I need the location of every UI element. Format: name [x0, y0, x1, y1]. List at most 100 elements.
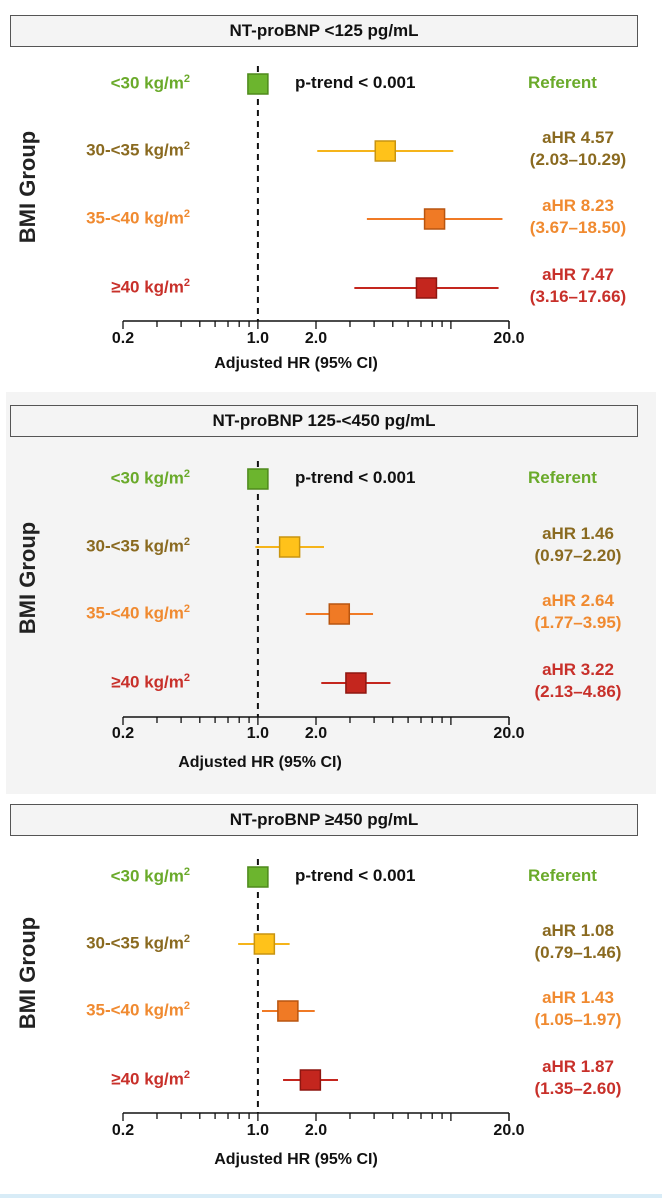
x-tick-label: 0.2 — [111, 1122, 135, 1139]
ahr-ci: (3.16–17.66) — [529, 287, 627, 306]
row-label-text: <30 kg/m — [110, 73, 184, 93]
ahr-ci: (3.67–18.50) — [529, 218, 627, 237]
ahr-value: aHR 1.08 — [542, 921, 614, 940]
row-label: <30 kg/m2 — [111, 866, 190, 887]
hr-marker — [278, 536, 301, 558]
forest-plot-svg — [122, 66, 510, 329]
hr-marker — [247, 866, 269, 888]
ahr-ci: (2.13–4.86) — [534, 682, 622, 701]
ahr-label: aHR 1.87 (1.35–2.60) — [508, 1056, 648, 1100]
row-label: 30-<35 kg/m2 — [86, 140, 190, 161]
forest-plot-svg — [122, 461, 510, 725]
x-tick-label: 20.0 — [493, 1122, 525, 1139]
forest-panel: NT-proBNP <125 pg/mL BMI Group 0.2 1.0 2.0 20… — [0, 0, 662, 388]
hr-marker — [374, 140, 397, 162]
row-label-text: 35-<40 kg/m — [86, 603, 184, 623]
row-label: 30-<35 kg/m2 — [86, 536, 190, 557]
ahr-label: aHR 8.23 (3.67–18.50) — [508, 195, 648, 239]
row-label-text: 35-<40 kg/m — [86, 1000, 184, 1020]
row-label: ≥40 kg/m2 — [111, 277, 190, 298]
ahr-ci: (1.77–3.95) — [534, 613, 622, 632]
row-label: ≥40 kg/m2 — [111, 672, 190, 693]
row-label-text: <30 kg/m — [110, 866, 184, 886]
x-tick-label: 2.0 — [304, 330, 328, 347]
row-label: ≥40 kg/m2 — [111, 1069, 190, 1090]
ahr-value: aHR 4.57 — [542, 128, 614, 147]
ahr-label: aHR 4.57 (2.03–10.29) — [508, 127, 648, 171]
ahr-value: aHR 2.64 — [542, 591, 614, 610]
ahr-label: aHR 1.43 (1.05–1.97) — [508, 987, 648, 1031]
ahr-ci: (0.79–1.46) — [534, 943, 622, 962]
forest-panel: NT-proBNP ≥450 pg/mL BMI Group 0.2 1.0 2.0 20… — [0, 800, 662, 1192]
forest-panel: NT-proBNP 125-<450 pg/mL BMI Group 0.2 1.0 2… — [0, 392, 662, 794]
row-label-superscript: 2 — [183, 140, 190, 152]
forest-plot-svg — [122, 859, 510, 1121]
row-label-text: ≥40 kg/m — [111, 277, 184, 297]
x-tick-label: 1.0 — [246, 725, 270, 742]
row-label-superscript: 2 — [183, 672, 190, 684]
referent-label: Referent — [528, 73, 597, 92]
ahr-ci: (2.03–10.29) — [529, 150, 627, 169]
ahr-label: aHR 1.46 (0.97–2.20) — [508, 523, 648, 567]
row-label: 35-<40 kg/m2 — [86, 603, 190, 624]
hr-marker — [415, 277, 438, 299]
row-label-superscript: 2 — [183, 468, 190, 480]
ahr-label: aHR 1.08 (0.79–1.46) — [508, 920, 648, 964]
hr-marker — [423, 208, 446, 230]
row-label-superscript: 2 — [183, 208, 190, 220]
x-axis-label: Adjusted HR (95% CI) — [178, 754, 342, 771]
panel-title: NT-proBNP ≥450 pg/mL — [10, 804, 638, 836]
row-label-superscript: 2 — [183, 536, 190, 548]
row-label-text: ≥40 kg/m — [111, 672, 184, 692]
ahr-label: aHR 7.47 (3.16–17.66) — [508, 264, 648, 308]
row-label-text: 30-<35 kg/m — [86, 536, 184, 556]
p-trend-label: p-trend < 0.001 — [295, 73, 416, 92]
hr-marker — [247, 468, 269, 490]
x-tick-label: 20.0 — [493, 330, 525, 347]
ahr-value: aHR 1.87 — [542, 1057, 614, 1076]
row-label: 35-<40 kg/m2 — [86, 208, 190, 229]
row-label-superscript: 2 — [183, 73, 190, 85]
x-axis-label: Adjusted HR (95% CI) — [214, 1151, 378, 1168]
row-label-superscript: 2 — [183, 933, 190, 945]
row-label-text: 30-<35 kg/m — [86, 140, 184, 160]
hr-marker — [328, 603, 351, 625]
row-label: 35-<40 kg/m2 — [86, 1000, 190, 1021]
row-label-superscript: 2 — [183, 1069, 190, 1081]
row-label-superscript: 2 — [183, 1000, 190, 1012]
row-label-text: ≥40 kg/m — [111, 1069, 184, 1089]
ahr-value: aHR 7.47 — [542, 265, 614, 284]
hr-marker — [277, 1000, 299, 1022]
panel-title: NT-proBNP 125-<450 pg/mL — [10, 405, 638, 437]
ahr-ci: (1.35–2.60) — [534, 1079, 622, 1098]
x-tick-label: 1.0 — [246, 330, 270, 347]
row-label-superscript: 2 — [183, 277, 190, 289]
row-label: <30 kg/m2 — [111, 468, 190, 489]
row-label: 30-<35 kg/m2 — [86, 933, 190, 954]
ahr-ci: (0.97–2.20) — [534, 546, 622, 565]
row-label-superscript: 2 — [183, 866, 190, 878]
hr-marker — [253, 933, 276, 955]
ahr-label: aHR 2.64 (1.77–3.95) — [508, 590, 648, 634]
x-tick-label: 2.0 — [304, 1122, 328, 1139]
row-label-text: 35-<40 kg/m — [86, 208, 184, 228]
row-label-superscript: 2 — [183, 603, 190, 615]
ahr-ci: (1.05–1.97) — [534, 1010, 622, 1029]
ahr-value: aHR 8.23 — [542, 196, 614, 215]
ahr-label: aHR 3.22 (2.13–4.86) — [508, 659, 648, 703]
x-tick-label: 1.0 — [246, 1122, 270, 1139]
x-tick-label: 0.2 — [111, 330, 135, 347]
ahr-value: aHR 1.46 — [542, 524, 614, 543]
row-label-text: 30-<35 kg/m — [86, 933, 184, 953]
p-trend-label: p-trend < 0.001 — [295, 468, 416, 487]
hr-marker — [299, 1069, 322, 1091]
bottom-divider — [0, 1194, 662, 1198]
referent-label: Referent — [528, 468, 597, 487]
x-tick-label: 20.0 — [493, 725, 525, 742]
referent-label: Referent — [528, 866, 597, 885]
x-tick-label: 2.0 — [304, 725, 328, 742]
x-tick-label: 0.2 — [111, 725, 135, 742]
x-axis-label: Adjusted HR (95% CI) — [214, 355, 378, 372]
ahr-value: aHR 1.43 — [542, 988, 614, 1007]
hr-marker — [247, 73, 269, 95]
